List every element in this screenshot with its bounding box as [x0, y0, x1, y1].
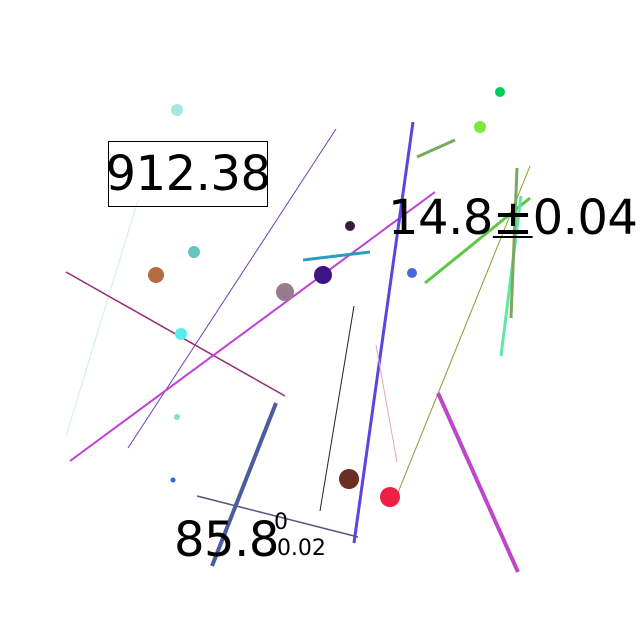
dot-aquamarine	[174, 414, 180, 420]
tolerance-value-label: 14.8±0.04	[388, 194, 638, 242]
dot-sienna	[148, 267, 164, 283]
dot-crimson	[380, 487, 400, 507]
line-pink	[375, 344, 398, 463]
dot-royal	[170, 477, 176, 483]
dot-turquoise	[171, 104, 183, 116]
dot-mauve	[276, 283, 294, 301]
boxed-value-label: 912.38	[106, 141, 271, 207]
dot-dark-plum	[345, 221, 355, 231]
line-sage	[416, 138, 456, 159]
line-green	[424, 196, 531, 285]
plus-minus-symbol: ±	[492, 190, 533, 246]
tolerance-base-text: 14.8	[388, 190, 493, 246]
dot-green	[495, 87, 505, 97]
tolerance-amount-text: 0.04	[532, 190, 638, 246]
line-sage-vertical	[509, 167, 519, 319]
line-black	[319, 305, 355, 512]
dot-cyan	[175, 328, 187, 340]
line-mint	[499, 195, 523, 357]
asymmetric-upper-text: 0	[274, 510, 288, 535]
asymmetric-base-text: 85.8	[174, 512, 279, 568]
line-teal	[302, 250, 371, 262]
dot-teal	[188, 246, 200, 258]
line-pale-mint	[65, 199, 139, 437]
line-magenta-long	[69, 191, 436, 462]
line-blue-tall	[352, 121, 415, 544]
dot-lime	[474, 121, 486, 133]
line-slate	[196, 495, 359, 538]
line-violet-thin	[127, 128, 337, 449]
line-navy-thick	[210, 402, 278, 567]
line-orchid-thick	[436, 392, 520, 573]
dot-brown	[339, 469, 359, 489]
dot-indigo	[314, 266, 332, 284]
line-olive	[396, 165, 531, 496]
dot-blue	[407, 268, 417, 278]
asymmetric-lower-text: -0.02	[269, 536, 326, 561]
